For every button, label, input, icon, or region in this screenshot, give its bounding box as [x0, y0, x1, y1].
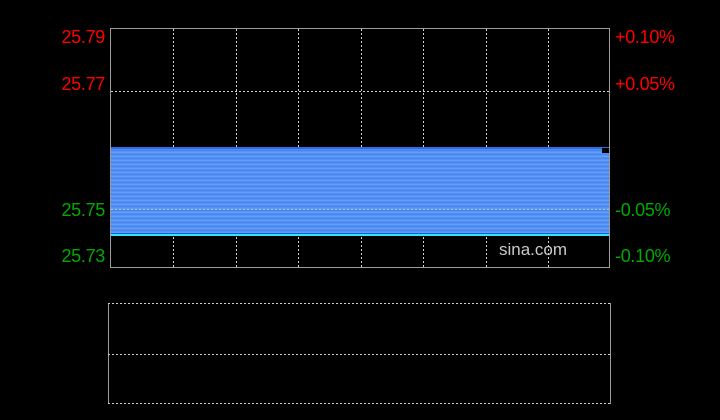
right-axis-tick-3: -0.10% — [615, 246, 671, 266]
volume-panel-left-edge — [108, 303, 109, 404]
right-axis-tick-2: -0.05% — [615, 200, 671, 220]
volume-gridline-mid — [108, 354, 611, 355]
price-area-fill — [111, 148, 609, 236]
horizontal-gridline-upper — [111, 91, 609, 92]
right-axis-tick-0: +0.10% — [615, 27, 675, 47]
left-axis-tick-1: 25.77 — [61, 74, 105, 94]
sina-watermark: sina.com — [499, 240, 568, 259]
volume-chart-plot-area[interactable] — [108, 303, 611, 404]
price-area-baseline — [111, 233, 609, 236]
volume-panel-right-edge — [610, 303, 611, 404]
left-axis-tick-0: 25.79 — [61, 27, 105, 47]
left-axis-tick-2: 25.75 — [61, 200, 105, 220]
left-axis-tick-3: 25.73 — [61, 246, 105, 266]
volume-gridline-bottom — [108, 403, 611, 404]
horizontal-gridline-lower — [111, 209, 609, 210]
price-line — [111, 147, 609, 149]
right-axis-tick-1: +0.05% — [615, 74, 675, 94]
price-chart-plot-area[interactable]: sina.com — [110, 28, 610, 268]
volume-gridline-top — [108, 303, 611, 304]
price-last-tick-notch — [602, 148, 609, 153]
